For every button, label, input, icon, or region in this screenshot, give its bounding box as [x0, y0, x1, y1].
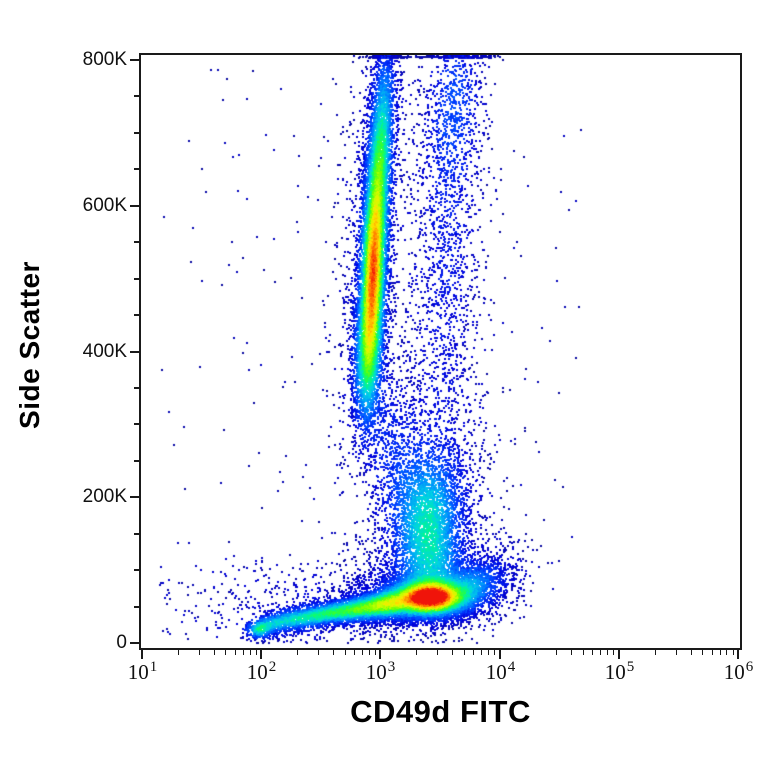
xtick-mark: [256, 650, 257, 655]
x-tick-label: 106: [723, 659, 754, 684]
xtick-mark: [250, 650, 251, 655]
xtick-mark: [481, 650, 482, 655]
xtick-mark: [618, 650, 620, 659]
x-tick-label: 101: [127, 659, 158, 684]
x-tick-label: 104: [485, 659, 516, 684]
xtick-mark: [297, 650, 298, 655]
xtick-mark: [369, 650, 370, 655]
xtick-mark: [600, 650, 601, 655]
xtick-mark: [676, 650, 677, 655]
y-tick-label: 600K: [82, 195, 127, 216]
ytick-mark: [134, 132, 139, 134]
ytick-mark: [134, 606, 139, 608]
xtick-mark: [737, 650, 739, 659]
x-tick-label: 103: [365, 659, 396, 684]
xtick-mark: [235, 650, 236, 655]
ytick-mark: [130, 205, 139, 207]
ytick-mark: [130, 59, 139, 61]
y-tick-label: 800K: [82, 49, 127, 70]
xtick-mark: [379, 650, 381, 659]
xtick-mark: [362, 650, 363, 655]
xtick-mark: [571, 650, 572, 655]
xtick-mark: [720, 650, 721, 655]
ytick-mark: [134, 168, 139, 170]
xtick-mark: [318, 650, 319, 655]
xtick-mark: [535, 650, 536, 655]
xtick-mark: [214, 650, 215, 655]
ytick-mark: [130, 642, 139, 644]
x-tick-label: 105: [604, 659, 635, 684]
xtick-mark: [199, 650, 200, 655]
ytick-mark: [130, 496, 139, 498]
x-tick-label: 102: [246, 659, 277, 684]
ytick-mark: [134, 387, 139, 389]
xtick-mark: [607, 650, 608, 655]
xtick-mark: [141, 650, 143, 659]
ytick-mark: [134, 314, 139, 316]
xtick-mark: [499, 650, 501, 659]
xtick-mark: [225, 650, 226, 655]
xtick-mark: [345, 650, 346, 655]
xtick-mark: [452, 650, 453, 655]
y-tick-label: 400K: [82, 341, 127, 362]
scatter-canvas: [141, 55, 740, 648]
xtick-mark: [178, 650, 179, 655]
xtick-mark: [437, 650, 438, 655]
xtick-mark: [613, 650, 614, 655]
xtick-mark: [488, 650, 489, 655]
xtick-mark: [375, 650, 376, 655]
xtick-mark: [592, 650, 593, 655]
ytick-mark: [134, 460, 139, 462]
xtick-mark: [726, 650, 727, 655]
ytick-mark: [134, 533, 139, 535]
ytick-mark: [134, 241, 139, 243]
xtick-mark: [733, 650, 734, 655]
ytick-mark: [134, 423, 139, 425]
y-axis-title: Side Scatter: [14, 261, 45, 429]
y-tick-label: 0: [116, 632, 127, 653]
xtick-mark: [583, 650, 584, 655]
xtick-mark: [712, 650, 713, 655]
xtick-mark: [333, 650, 334, 655]
xtick-mark: [556, 650, 557, 655]
xtick-mark: [702, 650, 703, 655]
xtick-mark: [354, 650, 355, 655]
xtick-mark: [473, 650, 474, 655]
xtick-mark: [243, 650, 244, 655]
xtick-mark: [691, 650, 692, 655]
xtick-mark: [260, 650, 262, 659]
ytick-mark: [134, 569, 139, 571]
ytick-mark: [134, 95, 139, 97]
x-axis-title: CD49d FITC: [350, 694, 531, 729]
xtick-mark: [655, 650, 656, 655]
xtick-mark: [464, 650, 465, 655]
xtick-mark: [494, 650, 495, 655]
ytick-mark: [130, 351, 139, 353]
ytick-mark: [134, 278, 139, 280]
y-tick-label: 200K: [82, 486, 127, 507]
xtick-mark: [416, 650, 417, 655]
